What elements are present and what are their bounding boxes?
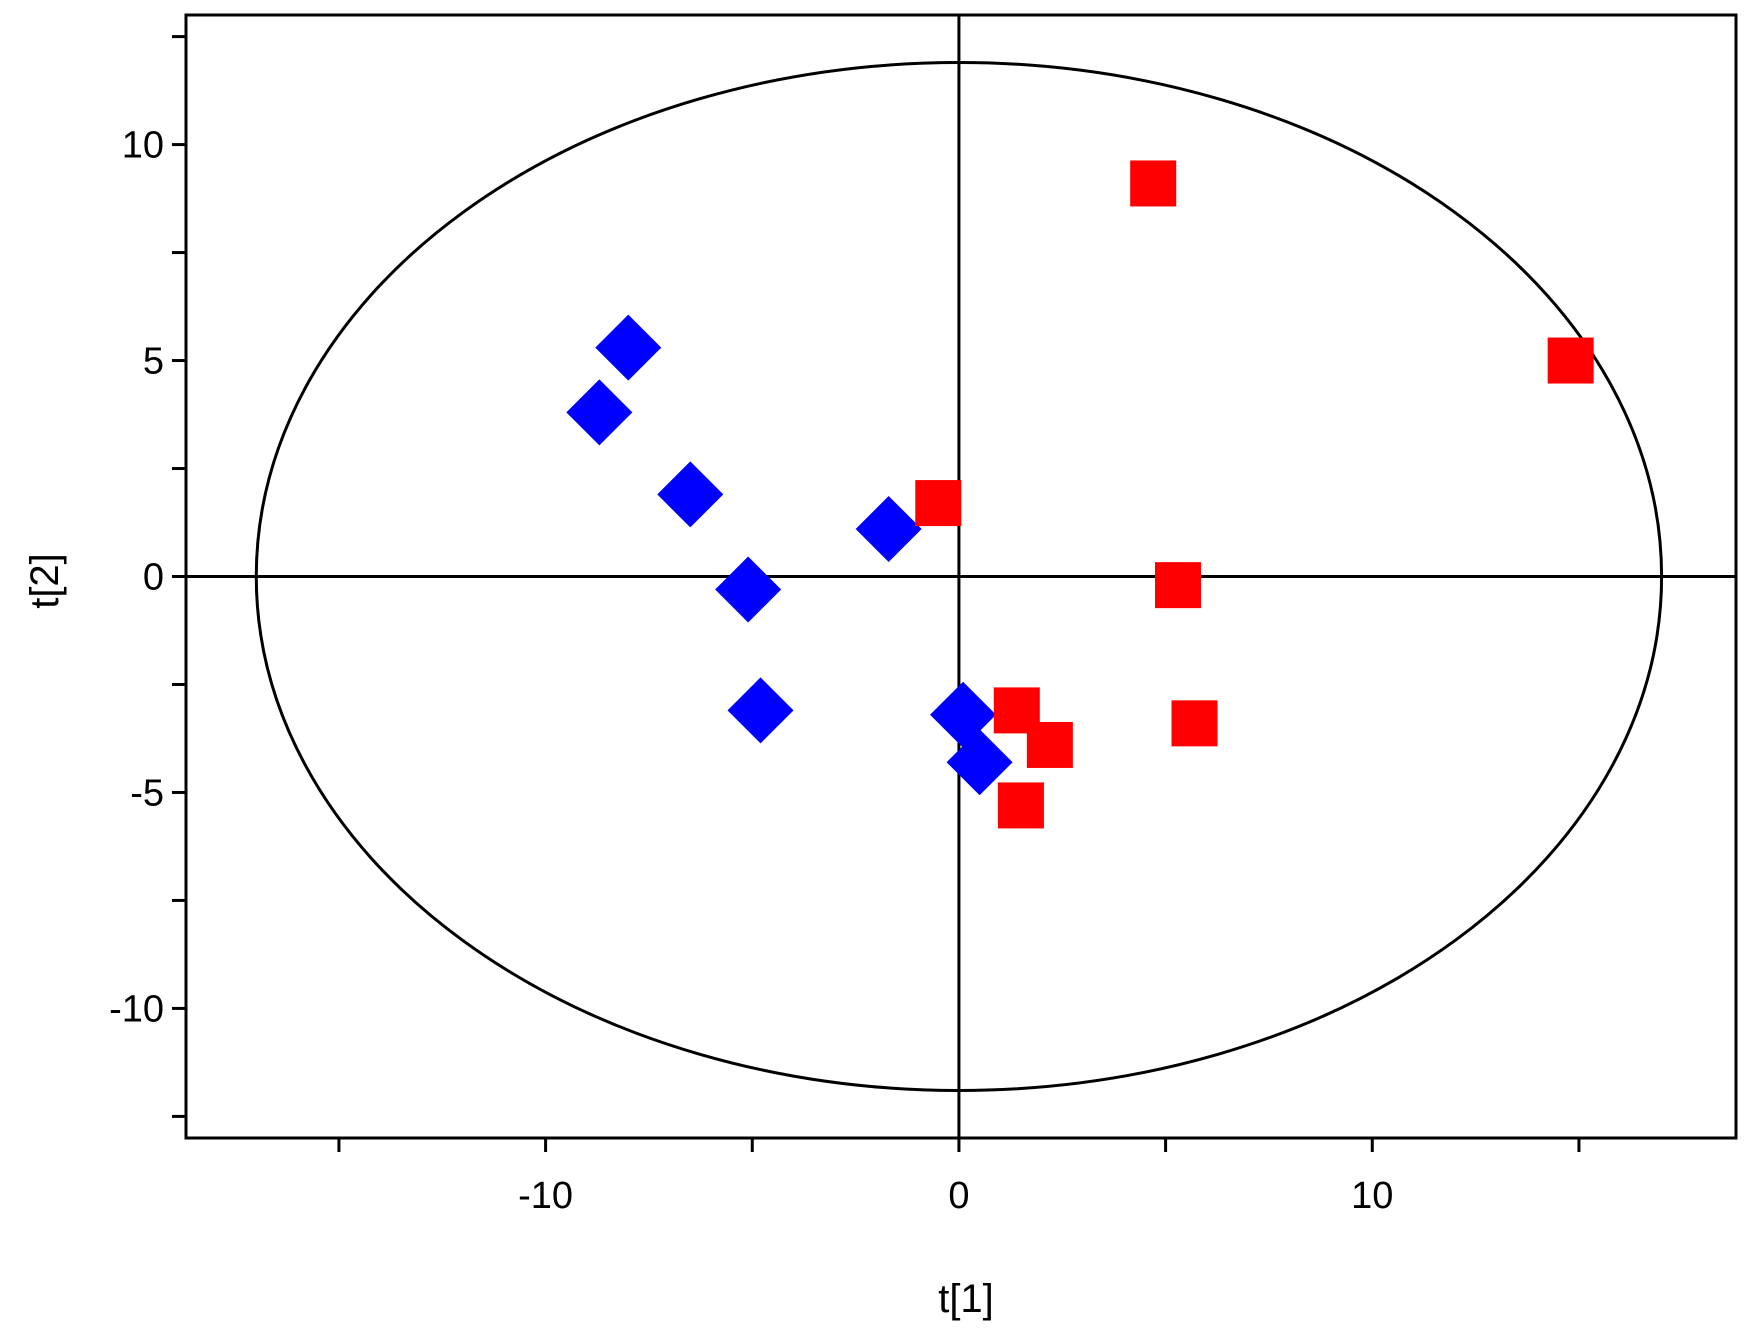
data-point-square <box>915 480 962 527</box>
data-point-square <box>1171 700 1218 747</box>
data-point-diamond <box>566 379 633 446</box>
data-point-diamond <box>946 729 1013 796</box>
data-point-diamond <box>657 461 724 528</box>
y-axis-title: t[2] <box>23 553 67 609</box>
data-point-diamond <box>595 314 662 381</box>
data-point-diamond <box>855 495 922 562</box>
y-tick-label: 0 <box>143 557 164 599</box>
x-tick-label: 10 <box>1351 1175 1393 1217</box>
data-point-square <box>997 782 1044 829</box>
data-point-square <box>1026 721 1073 768</box>
data-point-square <box>1155 562 1201 609</box>
y-tick-label: -10 <box>109 988 164 1030</box>
data-point-square <box>1130 160 1177 207</box>
data-point-diamond <box>715 556 782 623</box>
x-tick-label: -10 <box>518 1175 573 1217</box>
y-tick-label: 10 <box>122 125 164 167</box>
x-tick-label: 0 <box>948 1175 969 1217</box>
y-tick-label: 5 <box>143 341 164 383</box>
x-axis-title: t[1] <box>938 1277 994 1321</box>
data-point-diamond <box>727 677 794 744</box>
data-point-square <box>1547 337 1594 384</box>
y-tick-label: -5 <box>130 772 164 814</box>
